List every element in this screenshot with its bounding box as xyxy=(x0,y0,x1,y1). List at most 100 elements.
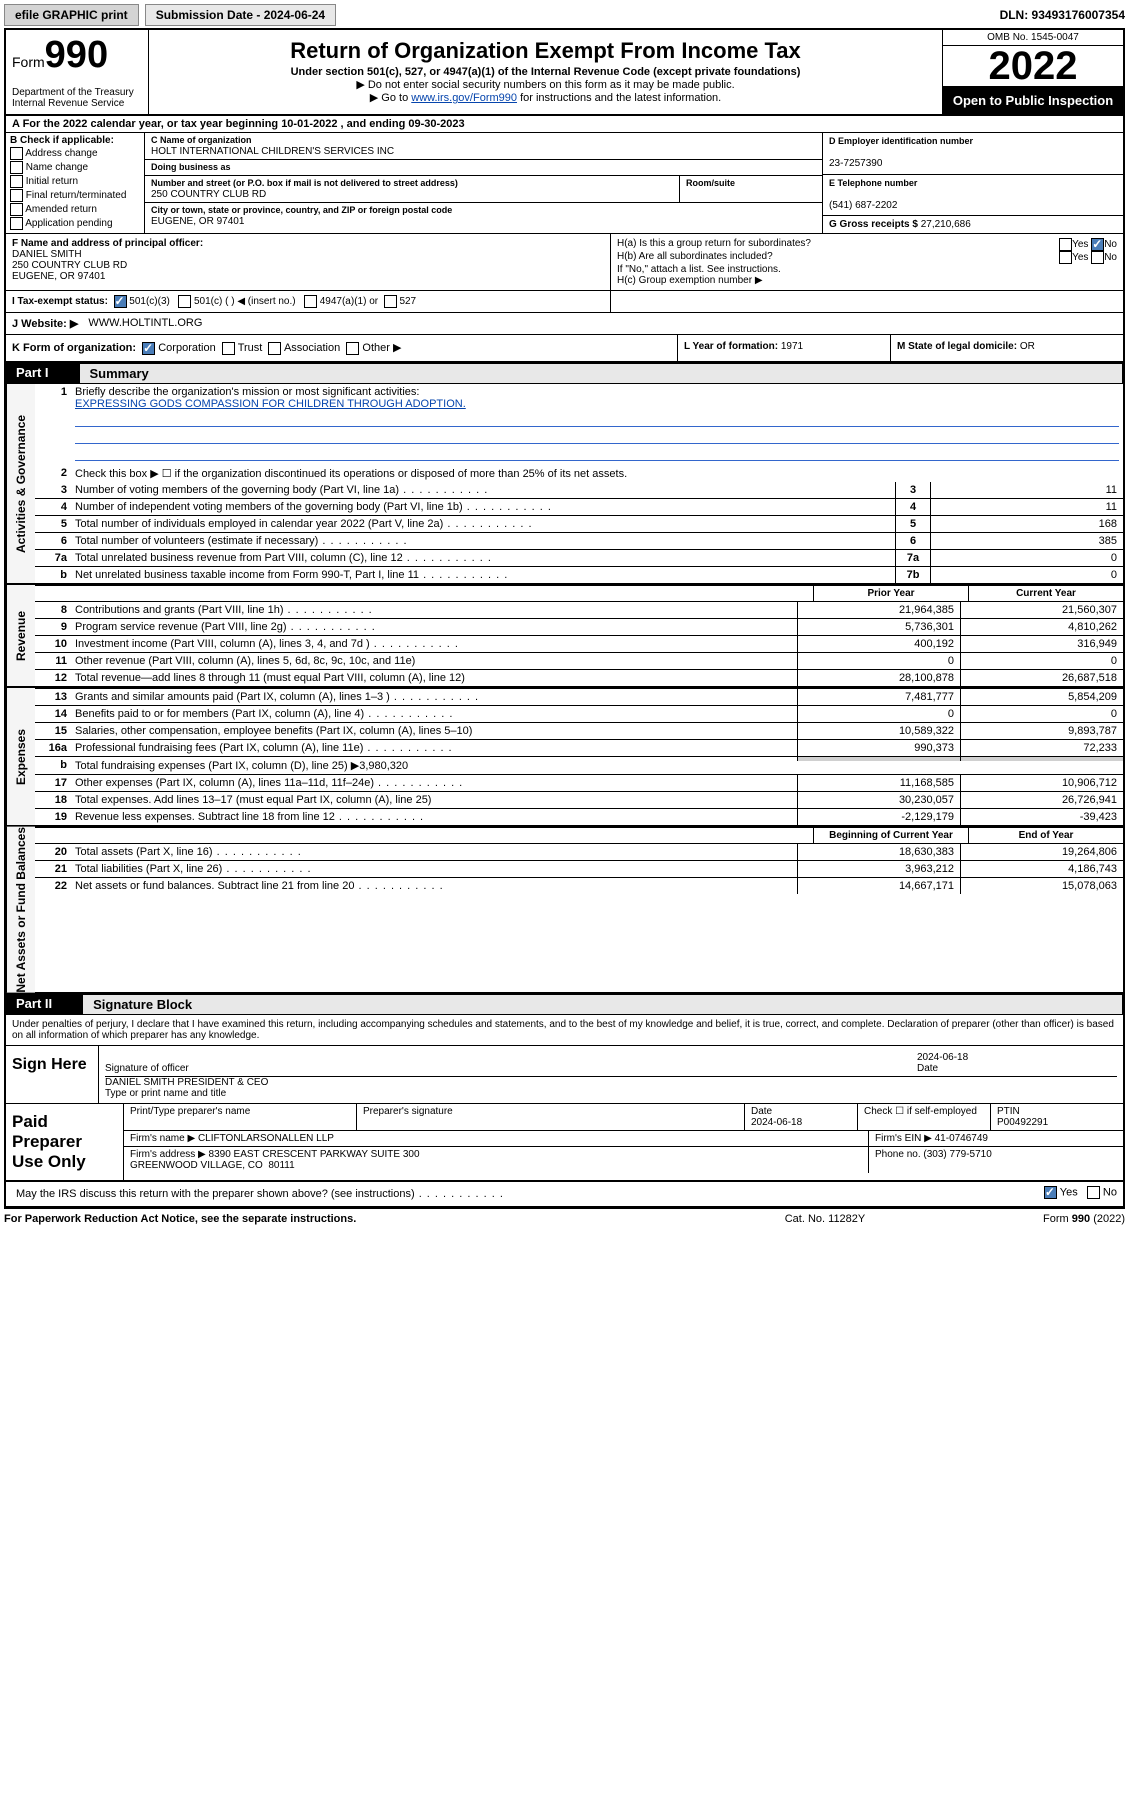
l14-c: 0 xyxy=(960,706,1123,722)
l15-p: 10,589,322 xyxy=(797,723,960,739)
l18-p: 30,230,057 xyxy=(797,792,960,808)
cb-pending[interactable] xyxy=(10,217,23,230)
part-1-title: Summary xyxy=(79,363,1123,384)
l20-c: 19,264,806 xyxy=(960,844,1123,860)
cb-initial-return[interactable] xyxy=(10,175,23,188)
expenses-section: Expenses 13Grants and similar amounts pa… xyxy=(6,688,1123,827)
irs-link[interactable]: www.irs.gov/Form990 xyxy=(411,92,517,104)
l17-t: Other expenses (Part IX, column (A), lin… xyxy=(71,775,797,791)
l8-c: 21,560,307 xyxy=(960,602,1123,618)
firm-name: CLIFTONLARSONALLEN LLP xyxy=(198,1133,334,1144)
l22-c: 15,078,063 xyxy=(960,878,1123,894)
hb-no[interactable] xyxy=(1091,251,1104,264)
vtab-revenue: Revenue xyxy=(6,585,35,686)
col-d-ein-block: D Employer identification number 23-7257… xyxy=(822,133,1123,233)
cb-501c3[interactable] xyxy=(114,295,127,308)
l16b-t: Total fundraising expenses (Part IX, col… xyxy=(71,757,797,774)
l12-p: 28,100,878 xyxy=(797,670,960,686)
ein-label: D Employer identification number xyxy=(829,136,973,146)
goto-suffix: for instructions and the latest informat… xyxy=(517,92,721,104)
form-number: 990 xyxy=(45,34,108,76)
f-block: F Name and address of principal officer:… xyxy=(6,234,611,290)
firm-ein-label: Firm's EIN ▶ xyxy=(875,1133,932,1144)
cb-other[interactable] xyxy=(346,342,359,355)
dba-label: Doing business as xyxy=(151,162,231,172)
l21-p: 3,963,212 xyxy=(797,861,960,877)
submission-date-label: Submission Date - 2024-06-24 xyxy=(145,4,336,26)
ha-yes[interactable] xyxy=(1059,238,1072,251)
line-7a-text: Total unrelated business revenue from Pa… xyxy=(71,550,895,566)
website-value: WWW.HOLTINTL.ORG xyxy=(88,317,202,330)
discuss-yes[interactable] xyxy=(1044,1186,1057,1199)
l19-c: -39,423 xyxy=(960,809,1123,825)
m-state-label: M State of legal domicile: xyxy=(897,341,1017,352)
header-right-block: OMB No. 1545-0047 2022 Open to Public In… xyxy=(942,30,1123,114)
l22-p: 14,667,171 xyxy=(797,878,960,894)
prior-year-header: Prior Year xyxy=(813,586,968,601)
efile-print-button[interactable]: efile GRAPHIC print xyxy=(4,4,139,26)
opt-527: 527 xyxy=(399,296,416,307)
l12-c: 26,687,518 xyxy=(960,670,1123,686)
k-opt-3: Other ▶ xyxy=(362,342,401,354)
l16a-c: 72,233 xyxy=(960,740,1123,756)
prep-h4: Check ☐ if self-employed xyxy=(864,1106,977,1117)
mission-label: Briefly describe the organization's miss… xyxy=(75,386,419,398)
cb-amended[interactable] xyxy=(10,203,23,216)
firm-phone: (303) 779-5710 xyxy=(923,1149,991,1160)
line-3-box: 3 xyxy=(895,482,931,498)
line-7b-val: 0 xyxy=(931,567,1123,583)
sign-here-label: Sign Here xyxy=(6,1046,99,1103)
org-name: HOLT INTERNATIONAL CHILDREN'S SERVICES I… xyxy=(151,146,394,157)
f-label: F Name and address of principal officer: xyxy=(12,238,203,249)
form-title: Return of Organization Exempt From Incom… xyxy=(155,38,936,64)
hc-label: H(c) Group exemption number ▶ xyxy=(617,275,1117,286)
cb-527[interactable] xyxy=(384,295,397,308)
prep-ptin: P00492291 xyxy=(997,1117,1048,1128)
part-2-label: Part II xyxy=(16,996,52,1013)
part-2-title: Signature Block xyxy=(82,994,1123,1015)
date-label: Date xyxy=(917,1063,938,1074)
cb-final-return[interactable] xyxy=(10,189,23,202)
opt-4947: 4947(a)(1) or xyxy=(320,296,378,307)
firm-phone-label: Phone no. xyxy=(875,1149,921,1160)
l22-t: Net assets or fund balances. Subtract li… xyxy=(71,878,797,894)
org-name-label: C Name of organization xyxy=(151,135,252,145)
k-opt-2: Association xyxy=(284,342,340,354)
cb-corp[interactable] xyxy=(142,342,155,355)
form-id-block: Form990 Department of the TreasuryIntern… xyxy=(6,30,149,114)
l14-t: Benefits paid to or for members (Part IX… xyxy=(71,706,797,722)
prep-date: 2024-06-18 xyxy=(751,1117,802,1128)
city-label: City or town, state or province, country… xyxy=(151,205,452,215)
f-addr1: 250 COUNTRY CLUB RD xyxy=(12,260,127,271)
form-ref: Form 990 (2022) xyxy=(925,1213,1125,1225)
cb-trust[interactable] xyxy=(222,342,235,355)
cb-501c[interactable] xyxy=(178,295,191,308)
cb-assoc[interactable] xyxy=(268,342,281,355)
form-frame: Form990 Department of the TreasuryIntern… xyxy=(4,28,1125,1209)
hb-yes[interactable] xyxy=(1059,251,1072,264)
gross-value: 27,210,686 xyxy=(921,219,971,230)
line-7a-box: 7a xyxy=(895,550,931,566)
firm-label: Firm's name ▶ xyxy=(130,1133,195,1144)
f-addr2: EUGENE, OR 97401 xyxy=(12,271,105,282)
form-subtitle: Under section 501(c), 527, or 4947(a)(1)… xyxy=(155,66,936,78)
l13-c: 5,854,209 xyxy=(960,689,1123,705)
cb-address-change[interactable] xyxy=(10,147,23,160)
l14-p: 0 xyxy=(797,706,960,722)
vtab-governance: Activities & Governance xyxy=(6,384,35,583)
l11-p: 0 xyxy=(797,653,960,669)
h-block: H(a) Is this a group return for subordin… xyxy=(611,234,1123,290)
ha-no[interactable] xyxy=(1091,238,1104,251)
form-header: Form990 Department of the TreasuryIntern… xyxy=(6,30,1123,116)
discuss-no[interactable] xyxy=(1087,1186,1100,1199)
vtab-net: Net Assets or Fund Balances xyxy=(6,827,35,993)
line-6-val: 385 xyxy=(931,533,1123,549)
f-h-row: F Name and address of principal officer:… xyxy=(6,234,1123,291)
hb-note: If "No," attach a list. See instructions… xyxy=(617,264,1117,275)
col-c-org-info: C Name of organization HOLT INTERNATIONA… xyxy=(145,133,822,233)
form-prefix: Form xyxy=(12,54,45,70)
cb-4947[interactable] xyxy=(304,295,317,308)
city-value: EUGENE, OR 97401 xyxy=(151,216,244,227)
sign-here-row: Sign Here Signature of officer 2024-06-1… xyxy=(6,1046,1123,1104)
cb-name-change[interactable] xyxy=(10,161,23,174)
